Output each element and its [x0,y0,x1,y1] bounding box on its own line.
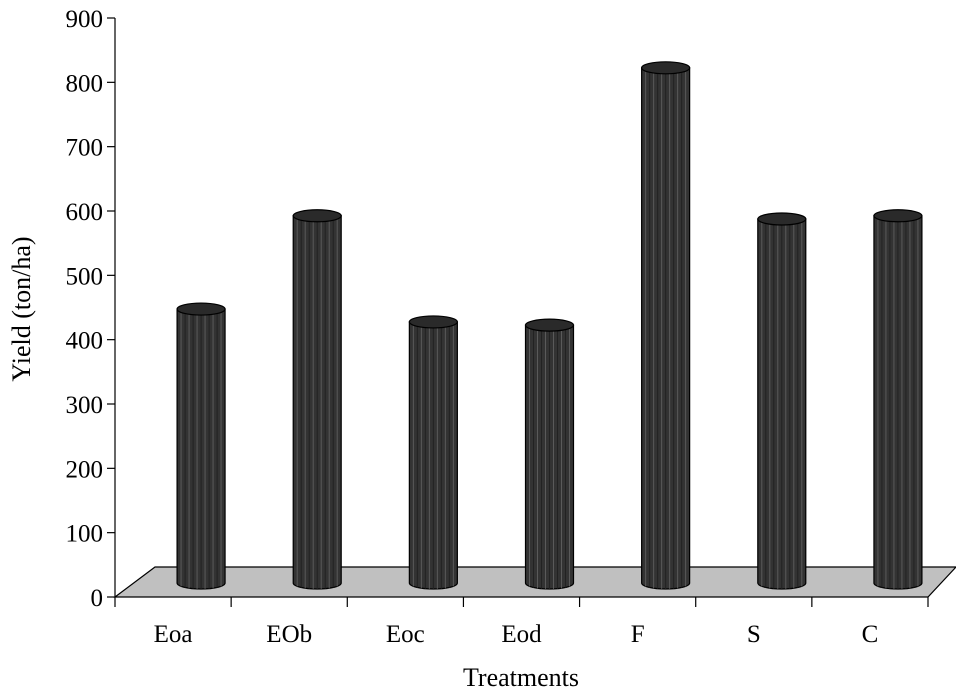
y-tick-label: 0 [91,585,104,612]
bar-top [757,212,807,226]
bar-top [176,302,226,316]
y-tick-label: 400 [66,328,104,355]
bar [408,315,458,590]
x-axis-title: Treatments [463,663,579,692]
y-tick-label: 300 [66,392,104,419]
x-category-label: Eod [501,621,542,648]
bar [757,212,807,590]
y-tick-label: 800 [66,70,104,97]
y-axis-title: Yield (ton/ha) [7,236,36,381]
y-tick-label: 100 [66,521,104,548]
bar-top [408,315,458,329]
x-category-label: F [631,621,645,648]
bar-top [292,209,342,223]
x-category-label: Eoa [154,621,193,648]
x-category-label: C [862,621,879,648]
bar [524,318,575,590]
y-tick-label: 500 [66,263,104,290]
y-tick-label: 900 [66,6,104,33]
bar [292,209,342,590]
x-category-label: Eoc [386,621,425,648]
bar-top [524,318,575,332]
bar [873,209,923,590]
bar-top [873,209,923,223]
y-tick-label: 700 [66,135,104,162]
y-tick-label: 600 [66,199,104,226]
bar [641,61,691,590]
x-category-label: EOb [266,621,312,648]
bar [176,302,226,590]
bar-top [641,61,691,75]
x-category-label: S [747,621,761,648]
y-tick-label: 200 [66,456,104,483]
